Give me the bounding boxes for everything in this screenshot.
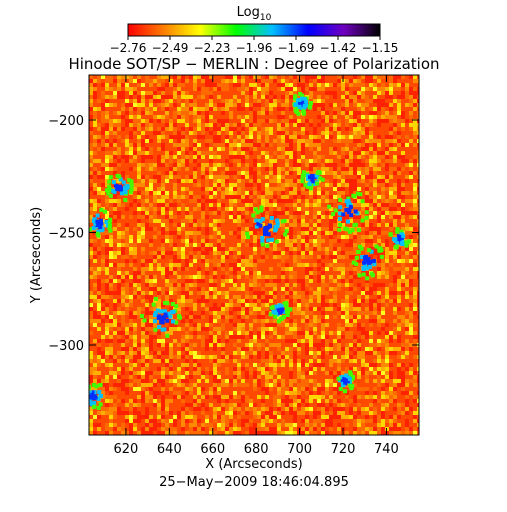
colorbar-tick-label: −1.15	[362, 41, 399, 55]
colorbar-tick-label: −1.96	[236, 41, 273, 55]
colorbar: Log10 −2.76 −2.49 −2.23 −1.96 −1.69 −1.42 −1.1…	[110, 5, 399, 55]
y-tick-label: −200	[48, 114, 84, 129]
chart-title: Hinode SOT/SP − MERLIN : Degree of Polar…	[68, 55, 439, 73]
x-tick-label: 720	[331, 442, 356, 457]
heatmap-cells	[89, 75, 419, 435]
colorbar-tick-label: −1.69	[278, 41, 315, 55]
y-axis: −200 −250 −300	[48, 114, 419, 354]
y-axis-label: Y (Arcseconds)	[29, 207, 44, 304]
x-tick-label: 640	[157, 442, 182, 457]
colorbar-tick-label: −2.23	[194, 41, 231, 55]
y-tick-label: −250	[48, 227, 84, 242]
timestamp: 25−May−2009 18:46:04.895	[159, 475, 349, 490]
colorbar-label: Log10	[237, 5, 272, 23]
colorbar-bar	[127, 23, 381, 37]
x-tick-label: 740	[374, 442, 399, 457]
colorbar-ticks: −2.76 −2.49 −2.23 −1.96 −1.69 −1.42 −1.15	[110, 36, 399, 55]
y-tick-label: −300	[48, 339, 84, 354]
colorbar-tick-label: −2.76	[110, 41, 147, 55]
colorbar-tick-label: −1.42	[320, 41, 357, 55]
x-tick-label: 660	[200, 442, 225, 457]
x-axis: 620 640 660 680 700 720 740	[113, 75, 399, 457]
x-tick-label: 620	[113, 442, 138, 457]
x-tick-label: 680	[244, 442, 269, 457]
colorbar-tick-label: −2.49	[152, 41, 189, 55]
x-tick-label: 700	[287, 442, 312, 457]
heatmap-image	[89, 75, 419, 435]
x-axis-label: X (Arcseconds)	[205, 457, 302, 472]
plot-frame	[88, 74, 420, 436]
